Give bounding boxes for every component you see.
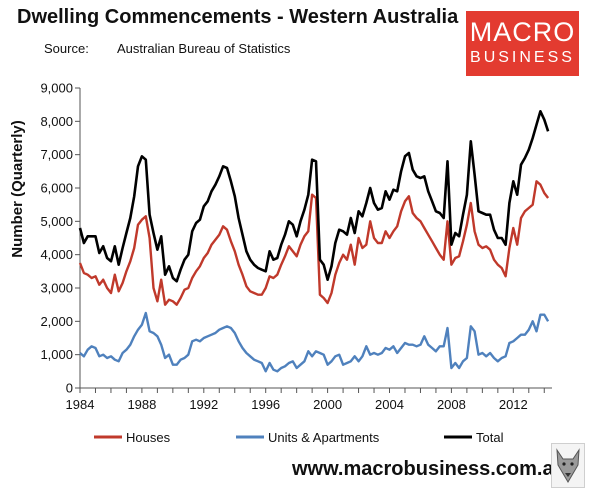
- y-tick-label: 6,000: [40, 181, 73, 196]
- y-axis-title: Number (Quarterly): [9, 120, 26, 258]
- y-tick-label: 1,000: [40, 347, 73, 362]
- x-tick-label: 2008: [437, 397, 466, 412]
- y-tick-label: 8,000: [40, 114, 73, 129]
- x-tick-label: 2004: [375, 397, 404, 412]
- source-label: Source:: [44, 41, 89, 56]
- x-tick-label: 1988: [127, 397, 156, 412]
- series-line-total: [78, 110, 550, 283]
- series-lines: [78, 110, 550, 373]
- source-text: Australian Bureau of Statistics: [117, 41, 291, 56]
- y-tick-label: 0: [66, 381, 73, 396]
- y-tick-label: 4,000: [40, 247, 73, 262]
- x-tick-label: 1984: [66, 397, 95, 412]
- legend-label: Houses: [126, 430, 171, 445]
- line-chart: 0 1,000 2,000 3,000 4,000 5,000 6,000 7,000 8,00…: [9, 81, 552, 445]
- legend-label: Units & Apartments: [268, 430, 380, 445]
- legend-item: Houses: [94, 430, 171, 445]
- x-tick-label: 2012: [499, 397, 528, 412]
- source-line: Source: Australian Bureau of Statistics: [44, 41, 290, 56]
- wolf-icon: [551, 443, 585, 488]
- x-axis: 1984 1988 1992 1996 2000 2004 2008 2012: [66, 387, 552, 412]
- series-line-houses: [78, 180, 550, 306]
- y-tick-label: 9,000: [40, 81, 73, 96]
- legend-label: Total: [476, 430, 504, 445]
- y-tick-label: 3,000: [40, 281, 73, 296]
- logo-line-1: MACRO: [469, 17, 576, 47]
- footer-url: www.macrobusiness.com.au: [292, 458, 566, 480]
- y-axis: 0 1,000 2,000 3,000 4,000 5,000 6,000 7,000 8,00…: [40, 81, 81, 396]
- macrobusiness-logo: MACRO BUSINESS: [466, 11, 579, 76]
- logo-line-2: BUSINESS: [470, 49, 575, 66]
- legend-item: Units & Apartments: [236, 430, 380, 445]
- x-tick-label: 1992: [189, 397, 218, 412]
- legend: Houses Units & Apartments Total: [94, 430, 504, 445]
- legend-item: Total: [444, 430, 504, 445]
- chart-title: Dwelling Commencements - Western Austral…: [17, 6, 459, 28]
- y-tick-label: 7,000: [40, 147, 73, 162]
- x-tick-label: 2000: [313, 397, 342, 412]
- series-line-units-apartments: [79, 311, 550, 373]
- x-tick-label: 1996: [251, 397, 280, 412]
- y-tick-label: 2,000: [40, 314, 73, 329]
- y-tick-label: 5,000: [40, 214, 73, 229]
